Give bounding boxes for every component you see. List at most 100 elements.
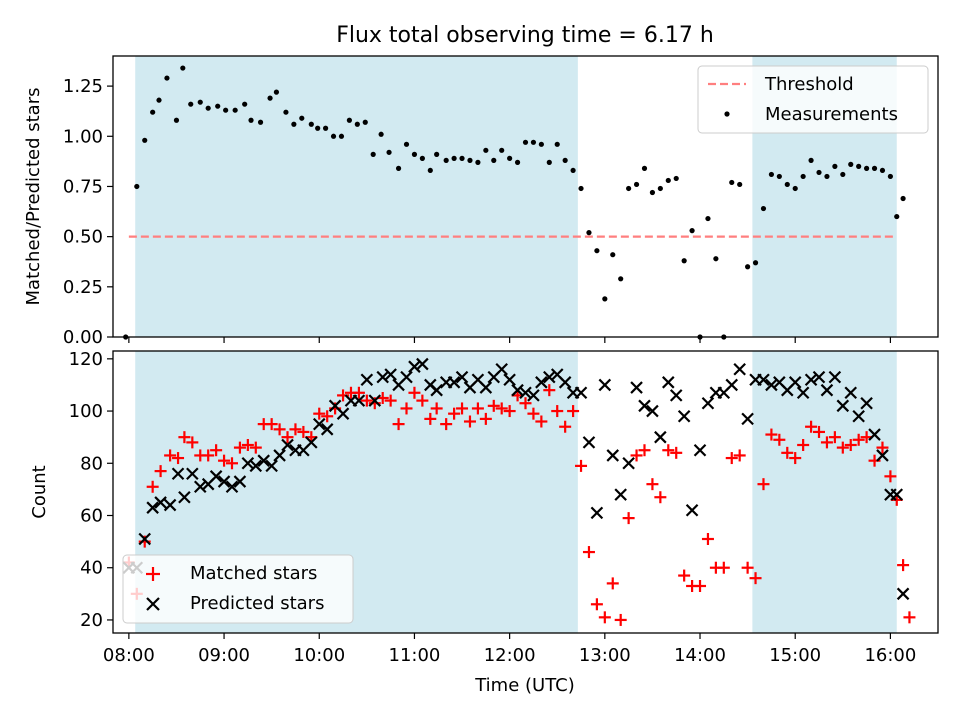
matched-star-point	[146, 480, 159, 493]
top-y-tick-label: 0.50	[63, 227, 103, 248]
measurement-point	[164, 75, 170, 81]
matched-star-point	[694, 580, 707, 592]
measurement-point	[315, 125, 321, 131]
measurement-point	[386, 149, 392, 155]
bottom-y-tick-label: 60	[80, 506, 103, 527]
predicted-star-point	[527, 389, 540, 402]
matched-star-point	[424, 412, 437, 425]
matched-star-point	[430, 402, 443, 415]
matched-star-point	[519, 397, 532, 410]
measurement-point	[816, 169, 822, 176]
legend-matched-label: Matched stars	[190, 563, 317, 584]
predicted-star-point	[408, 360, 421, 373]
legend-matched-swatch	[146, 567, 160, 581]
matched-star-point	[884, 470, 897, 483]
measurement-point	[879, 167, 886, 174]
measurement-point	[840, 171, 846, 178]
legend-threshold-label: Threshold	[764, 74, 854, 95]
matched-star-point	[701, 533, 714, 545]
matched-star-point	[360, 394, 373, 407]
predicted-star-point	[265, 459, 278, 473]
matched-star-point	[495, 402, 508, 415]
matched-star-point	[598, 611, 611, 624]
measurement-point	[737, 181, 743, 188]
measurement-point	[395, 165, 402, 171]
matched-star-point	[471, 402, 484, 415]
predicted-star-point	[336, 407, 350, 420]
x-tick-label: 16:00	[864, 645, 916, 666]
measurement-point	[156, 97, 162, 103]
predicted-star-point	[430, 383, 443, 397]
bottom-y-tick-label: 120	[69, 349, 103, 370]
matched-star-point	[273, 423, 286, 436]
matched-star-point	[678, 569, 691, 582]
matched-star-point	[590, 598, 603, 611]
matched-star-point	[662, 444, 675, 457]
predicted-star-point	[384, 368, 397, 381]
bottom-y-tick-label: 40	[80, 558, 103, 579]
predicted-star-point	[535, 376, 548, 389]
predicted-star-point	[368, 394, 382, 407]
measurement-point	[354, 121, 360, 127]
predicted-star-point	[574, 386, 588, 400]
predicted-star-point	[590, 506, 604, 520]
matched-star-point	[241, 439, 254, 451]
predicted-star-point	[558, 376, 572, 389]
measurement-point	[322, 125, 329, 131]
predicted-star-point	[305, 436, 318, 449]
measurement-point	[784, 181, 790, 188]
matched-star-point	[582, 546, 595, 559]
measurement-point	[522, 139, 529, 145]
matched-star-point	[218, 454, 231, 467]
matched-star-point	[463, 415, 476, 428]
predicted-star-point	[225, 480, 239, 494]
predicted-star-point	[876, 449, 889, 462]
matched-star-point	[321, 410, 334, 423]
matched-star-point	[186, 436, 199, 449]
predicted-star-point	[852, 409, 865, 423]
measurement-point	[871, 165, 878, 171]
predicted-star-point	[495, 362, 508, 376]
measurement-point	[180, 65, 186, 71]
matched-star-point	[670, 446, 683, 459]
predicted-star-point	[233, 475, 247, 488]
matched-star-point	[876, 441, 889, 454]
predicted-star-point	[171, 467, 185, 481]
matched-star-point	[717, 561, 730, 574]
predicted-star-point	[178, 490, 191, 504]
measurement-point	[848, 161, 854, 167]
matched-star-point	[638, 444, 651, 457]
x-axis-label: Time (UTC)	[474, 675, 575, 696]
measurement-point	[618, 276, 624, 282]
measurement-point	[745, 264, 751, 270]
matched-star-point	[606, 577, 619, 590]
predicted-star-point	[836, 399, 850, 413]
matched-star-point	[575, 459, 588, 472]
x-tick-label: 09:00	[198, 645, 250, 666]
matched-star-point	[448, 407, 461, 420]
predicted-star-point	[820, 383, 834, 397]
bottom-y-axis-label: Count	[29, 465, 50, 518]
predicted-star-point	[614, 488, 627, 501]
matched-star-point	[233, 441, 246, 454]
count-panel: 20 40 60 80 100 120 08:00 09:00 10:00 11:00 12:00…	[29, 349, 939, 696]
predicted-star-point	[582, 436, 596, 449]
top-legend: Threshold Measurements	[697, 65, 929, 134]
bottom-y-tick-label: 100	[69, 401, 103, 422]
matched-star-point	[164, 449, 177, 462]
measurement-point	[197, 99, 203, 105]
measurement-point	[378, 131, 384, 137]
matched-star-point	[408, 386, 421, 399]
matched-star-point	[903, 611, 916, 624]
measurement-point	[150, 109, 156, 115]
top-y-ticks: 0.00 0.25 0.50 0.75 1.00 1.25	[63, 76, 113, 348]
measurement-point	[729, 179, 735, 186]
matched-star-point	[733, 449, 746, 462]
predicted-star-point	[677, 409, 691, 423]
measurement-point	[538, 141, 544, 147]
measurement-point	[173, 117, 180, 123]
predicted-star-point	[896, 587, 910, 601]
bottom-y-ticks: 20 40 60 80 100 120	[69, 349, 113, 631]
matched-star-point	[297, 425, 310, 438]
measurement-point	[291, 121, 297, 127]
